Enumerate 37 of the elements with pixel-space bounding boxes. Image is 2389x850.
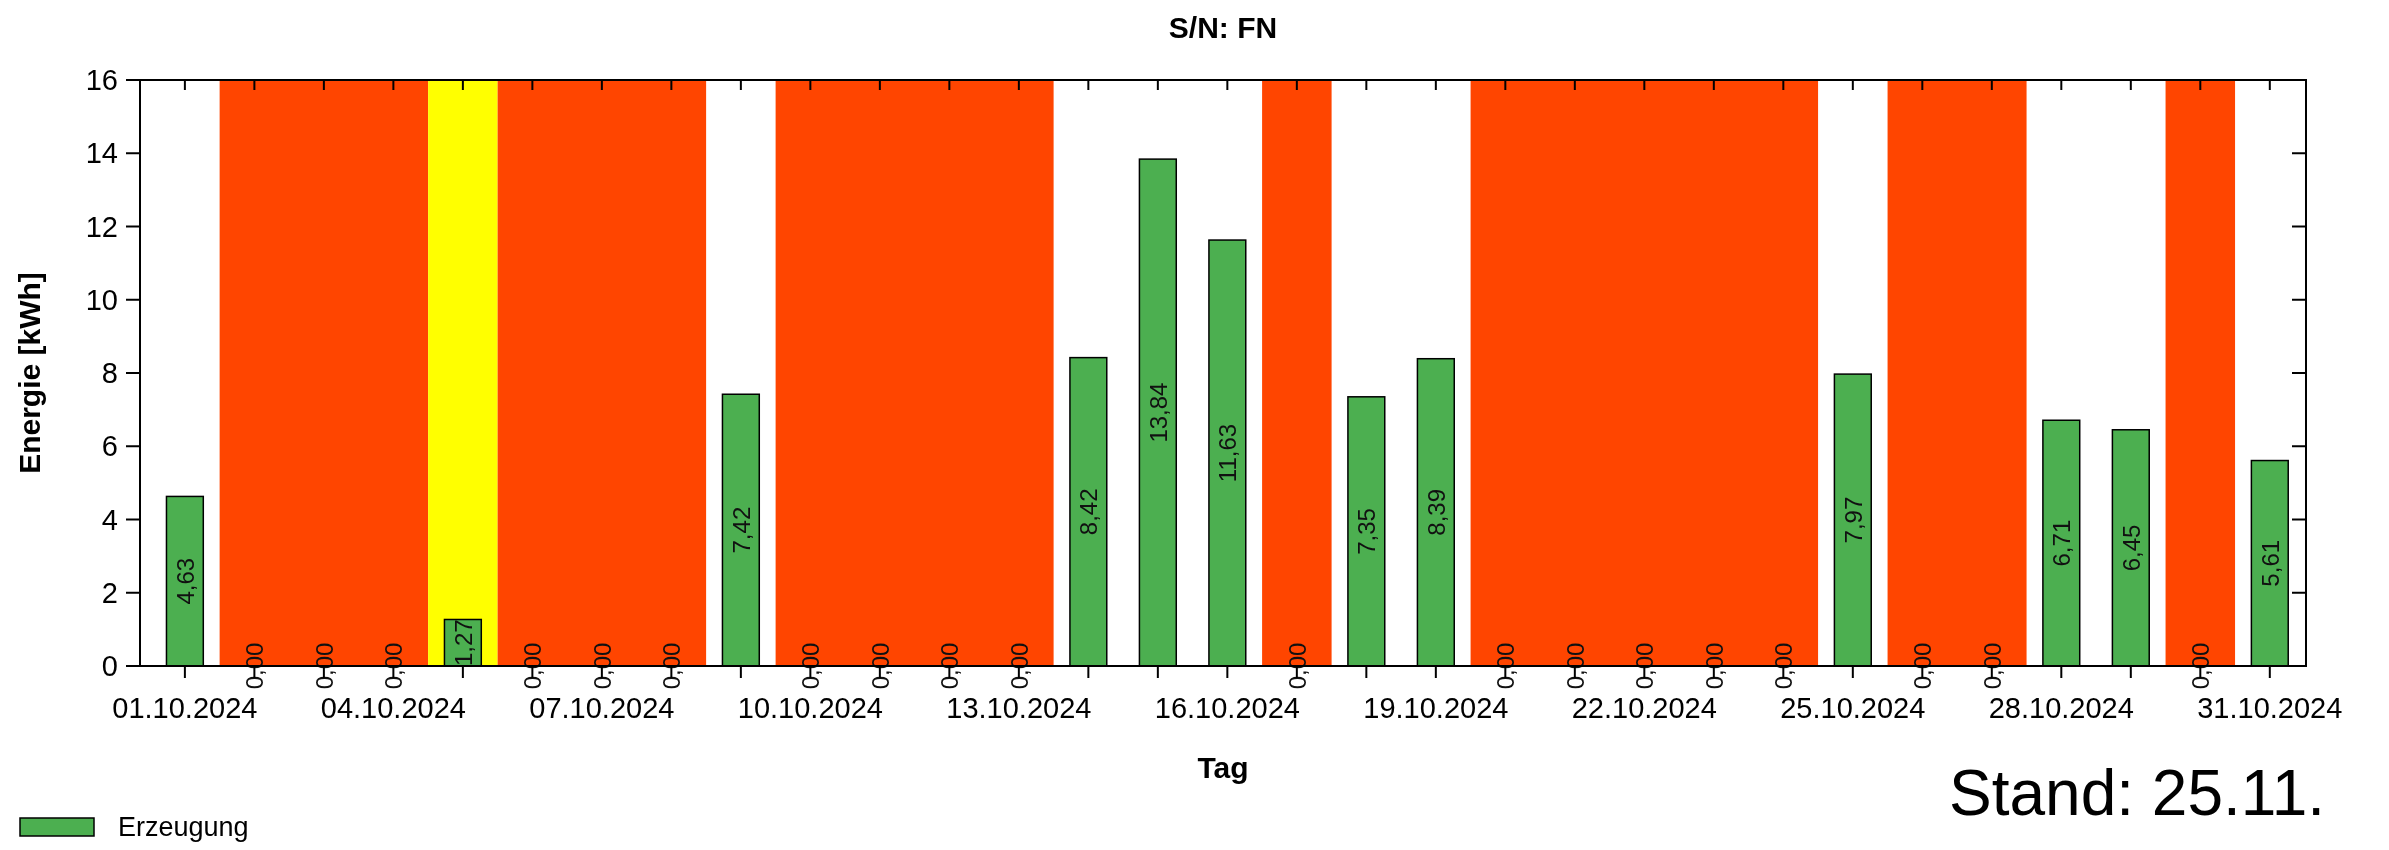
x-tick-label: 16.10.2024 xyxy=(1154,692,1300,724)
x-tick-label: 13.10.2024 xyxy=(946,692,1092,724)
y-tick-label: 4 xyxy=(101,503,118,536)
data-label: 13,84 xyxy=(1144,382,1172,443)
x-axis-title: Tag xyxy=(1197,751,1249,784)
y-tick-label: 6 xyxy=(101,430,118,463)
y-tick-label: 0 xyxy=(101,650,118,682)
x-tick-label: 31.10.2024 xyxy=(2197,692,2343,724)
data-label: 7,35 xyxy=(1353,508,1381,555)
data-label: 5,61 xyxy=(2256,539,2284,587)
data-label: 4,63 xyxy=(171,557,199,605)
data-label: 1,27 xyxy=(449,619,477,667)
x-tick-label: 01.10.2024 xyxy=(112,692,258,724)
x-tick-label: 07.10.2024 xyxy=(529,692,675,724)
x-tick-label: 25.10.2024 xyxy=(1780,692,1926,724)
y-tick-label: 16 xyxy=(85,64,118,96)
data-label: 6,45 xyxy=(2117,524,2145,572)
x-tick-label: 22.10.2024 xyxy=(1571,692,1717,724)
y-tick-label: 8 xyxy=(101,357,118,389)
x-tick-label: 19.10.2024 xyxy=(1363,692,1509,724)
data-label: 7,97 xyxy=(1839,496,1867,544)
y-tick-label: 12 xyxy=(85,210,118,243)
text: Stand: 25.11. xyxy=(1949,757,2325,829)
x-tick-label: 10.10.2024 xyxy=(737,692,883,724)
data-label: 6,71 xyxy=(2048,519,2076,567)
y-axis-title: Energie [kWh] xyxy=(13,272,46,474)
x-tick-label: 28.10.2024 xyxy=(1988,692,2134,724)
data-label: 7,42 xyxy=(727,506,755,554)
chart-title: S/N: FN xyxy=(1168,11,1278,44)
data-label: 11,63 xyxy=(1214,423,1242,483)
y-tick-label: 14 xyxy=(85,137,118,170)
y-tick-label: 10 xyxy=(85,283,118,316)
y-tick-label: 2 xyxy=(101,576,118,609)
legend-label: Erzeugung xyxy=(118,812,249,842)
data-label: 8,39 xyxy=(1422,489,1450,536)
x-tick-label: 04.10.2024 xyxy=(320,692,466,724)
data-label: 8,42 xyxy=(1075,488,1103,536)
